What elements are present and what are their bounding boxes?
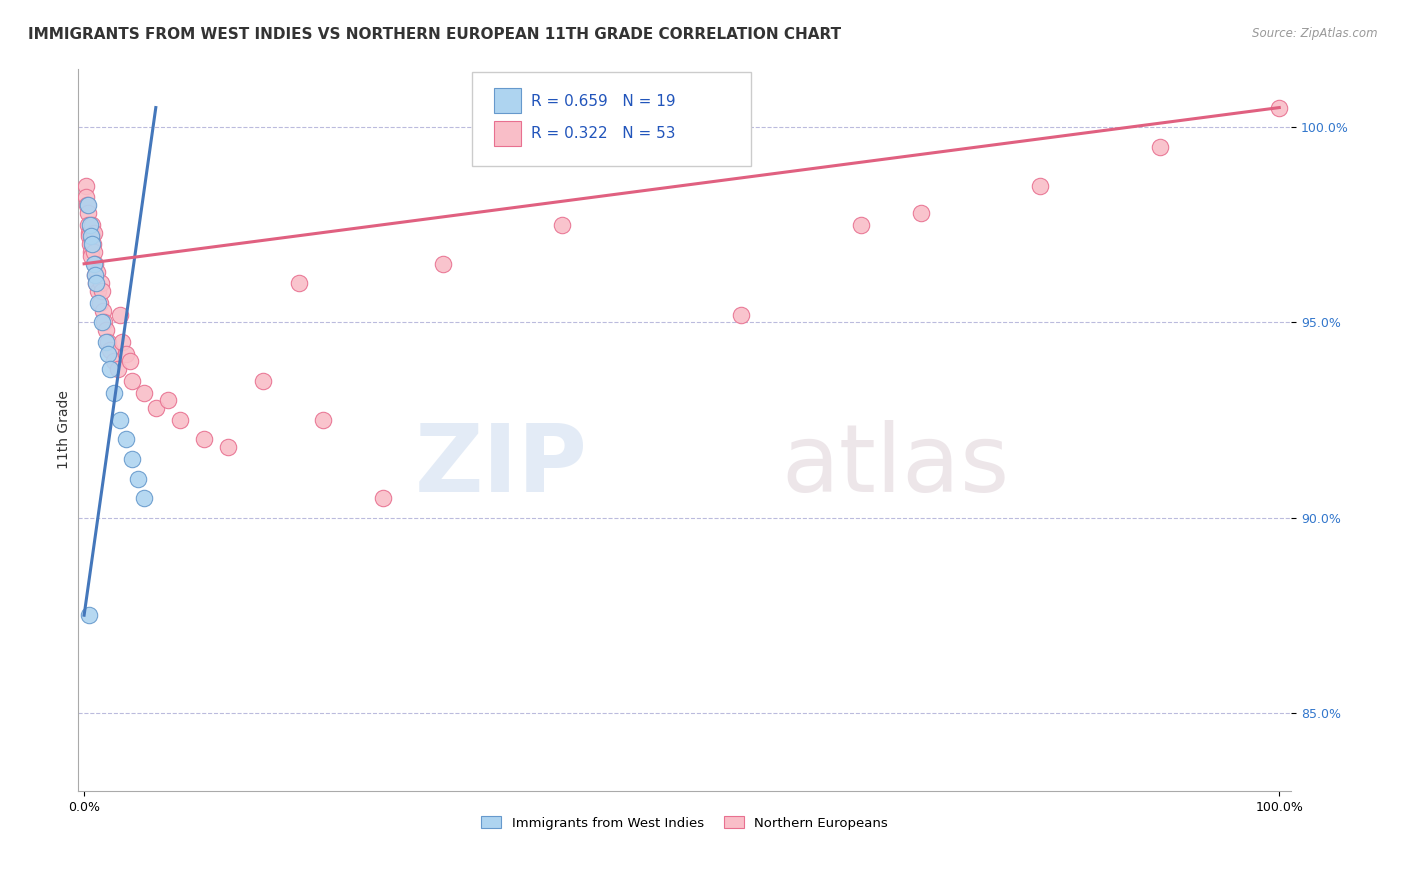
Point [551,218,574,232]
Point [91,315,114,329]
Point [118,354,141,368]
Point [121,452,143,467]
Point [371,491,394,505]
Point [82,237,104,252]
Point [76,206,98,220]
Point [80,218,103,232]
Point [76,198,98,212]
Legend: Immigrants from West Indies, Northern Europeans: Immigrants from West Indies, Northern Eu… [477,811,893,835]
Point [90,277,112,291]
Point [86,264,108,278]
Point [115,433,138,447]
Point [89,295,111,310]
Point [76,190,98,204]
Point [84,277,107,291]
Point [108,413,131,427]
Point [1149,139,1171,153]
Point [80,249,103,263]
FancyBboxPatch shape [472,72,751,166]
Point [79,218,101,232]
Point [108,308,131,322]
Text: Source: ZipAtlas.com: Source: ZipAtlas.com [1253,27,1378,40]
Point [83,257,105,271]
Point [77,226,100,240]
Point [87,284,110,298]
Point [94,323,117,337]
Point [730,308,752,322]
Point [87,295,110,310]
Point [82,229,104,244]
Point [83,226,105,240]
Point [107,362,129,376]
Point [432,257,454,271]
Point [193,433,215,447]
Point [312,413,335,427]
Point [79,245,101,260]
Point [91,284,114,298]
Point [83,245,105,260]
Point [156,393,179,408]
Point [75,178,97,193]
Point [288,277,311,291]
Point [91,303,114,318]
Point [76,198,98,212]
Point [82,237,104,252]
Text: R = 0.322   N = 53: R = 0.322 N = 53 [530,126,675,141]
Point [79,237,101,252]
Point [83,268,105,283]
Point [94,334,117,349]
Point [84,268,107,283]
Point [132,385,155,400]
Point [103,385,125,400]
Point [132,491,155,505]
Point [100,343,122,357]
Point [145,401,167,416]
Text: IMMIGRANTS FROM WEST INDIES VS NORTHERN EUROPEAN 11TH GRADE CORRELATION CHART: IMMIGRANTS FROM WEST INDIES VS NORTHERN … [28,27,841,42]
Point [97,346,120,360]
Point [77,608,100,623]
Point [169,413,191,427]
Point [97,334,120,349]
Point [103,354,125,368]
Y-axis label: 11th Grade: 11th Grade [58,391,72,469]
Point [93,315,115,329]
Point [849,218,872,232]
Point [80,229,103,244]
Point [79,229,101,244]
Text: atlas: atlas [782,420,1010,512]
Point [217,440,239,454]
Point [910,206,932,220]
Point [121,374,143,388]
Point [127,471,149,485]
Point [100,362,122,376]
Point [111,334,134,349]
Point [83,257,105,271]
Text: R = 0.659   N = 19: R = 0.659 N = 19 [530,94,675,109]
Point [1268,101,1291,115]
Point [252,374,274,388]
Bar [495,88,520,113]
Point [1029,178,1052,193]
Point [115,346,138,360]
Text: ZIP: ZIP [415,420,588,512]
Bar [495,120,520,145]
Point [77,218,100,232]
Point [84,277,107,291]
